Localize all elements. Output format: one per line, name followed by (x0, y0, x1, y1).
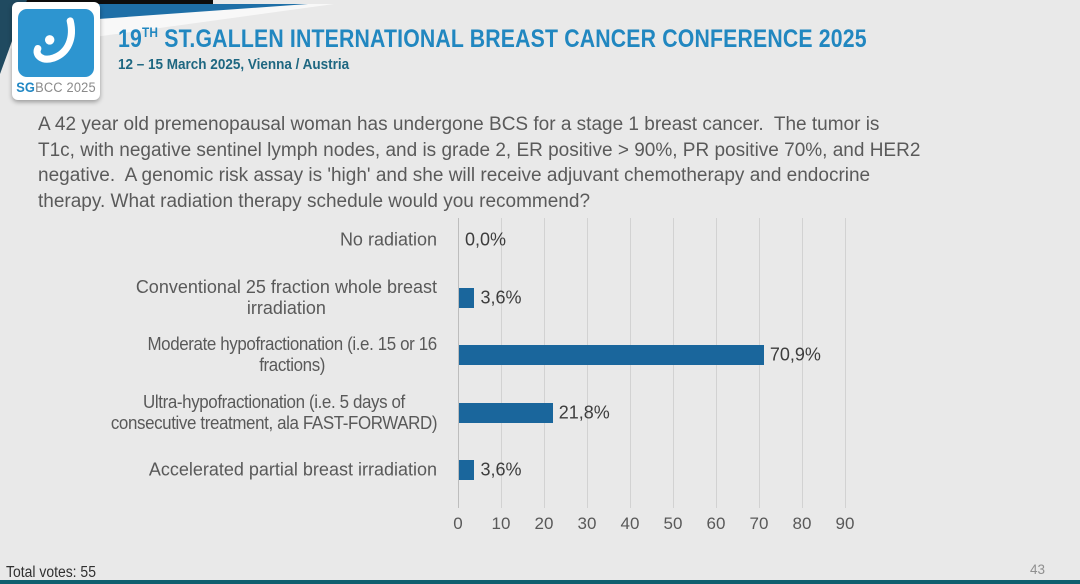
sgbcc-logo-label: SGBCC 2025 (14, 80, 98, 95)
bottom-strip (0, 580, 1080, 584)
question-line: therapy. What radiation therapy schedule… (38, 190, 591, 212)
value-label: 3,6% (480, 287, 522, 307)
category-label: Ultra-hypofractionation (i.e. 5 days of c… (110, 391, 438, 433)
page-number: 43 (1030, 562, 1046, 577)
x-tick-label: 60 (706, 514, 726, 533)
logo-label-sg: SG (16, 80, 36, 95)
total-votes-label: Total votes: 55 (6, 564, 96, 581)
category-label: Conventional 25 fraction whole breast irr… (135, 276, 437, 318)
corner-ribbon-black (0, 0, 213, 4)
x-tick-label: 90 (835, 514, 855, 533)
title-number: 19 (118, 25, 142, 53)
poll-results-chart: No radiation Conventional 25 fraction who… (0, 218, 1080, 538)
sgbcc-logo-icon (18, 9, 94, 77)
x-tick-label: 0 (453, 514, 463, 533)
gridline (845, 218, 846, 508)
plot-area: 0,0% 3,6% 70,9% 21,8% 3,6% (458, 218, 867, 508)
x-tick-label: 10 (491, 514, 511, 533)
value-label: 0,0% (465, 229, 507, 250)
value-label: 3,6% (480, 459, 522, 480)
title-ordinal: TH (141, 24, 159, 40)
sgbcc-logo-card: SGBCC 2025 (12, 2, 100, 100)
title-text: ST.GALLEN INTERNATIONAL BREAST CANCER CO… (158, 25, 867, 53)
x-tick-label: 20 (534, 514, 554, 533)
category-label: Accelerated partial breast irradiation (148, 459, 437, 480)
poll-question: A 42 year old premenopausal woman has un… (38, 112, 1048, 214)
category-labels-column: No radiation Conventional 25 fraction who… (30, 218, 458, 508)
gridline (802, 218, 803, 508)
gridline (458, 218, 459, 508)
x-tick-label: 30 (577, 514, 597, 533)
bar (459, 287, 475, 308)
logo-label-rest: BCC 2025 (35, 80, 96, 95)
x-tick-label: 80 (792, 514, 812, 533)
question-line: T1c, with negative sentinel lymph nodes,… (38, 139, 921, 161)
x-axis: 0 10 20 30 40 50 60 70 80 90 (453, 514, 867, 538)
question-line: A 42 year old premenopausal woman has un… (38, 114, 880, 135)
x-tick-label: 40 (620, 514, 640, 533)
conference-title: 19TH ST.GALLEN INTERNATIONAL BREAST CANC… (118, 24, 867, 54)
x-tick-label: 70 (749, 514, 769, 533)
x-tick-label: 50 (663, 514, 683, 533)
category-label: Moderate hypofractionation (i.e. 15 or 1… (147, 334, 438, 375)
bar (459, 460, 475, 480)
value-label: 70,9% (769, 344, 821, 365)
question-line: negative. A genomic risk assay is 'high'… (38, 165, 871, 186)
bar (459, 345, 764, 365)
value-label: 21,8% (558, 402, 610, 422)
bar (459, 402, 553, 423)
category-label: No radiation (339, 229, 437, 250)
conference-subtitle: 12 – 15 March 2025, Vienna / Austria (118, 56, 350, 73)
